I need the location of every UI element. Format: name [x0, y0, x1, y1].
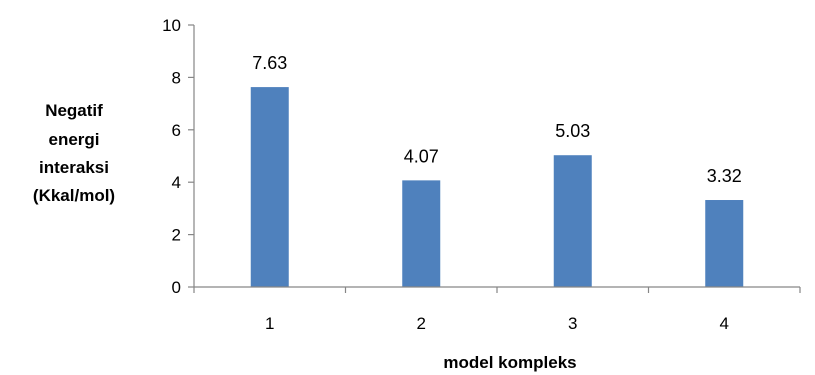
- y-axis-title-line-4: (Kkal/mol): [33, 186, 115, 205]
- data-label: 3.32: [707, 166, 742, 186]
- x-tick-label: 1: [265, 314, 274, 333]
- y-axis-title-line-1: Negatif: [45, 101, 103, 120]
- bar: [553, 155, 592, 287]
- y-axis-title-line-2: energi: [48, 130, 99, 149]
- y-tick-label: 10: [162, 16, 181, 35]
- data-label: 4.07: [404, 146, 439, 166]
- x-tick-label: 2: [417, 314, 426, 333]
- y-tick-label: 6: [172, 121, 181, 140]
- data-label: 5.03: [555, 121, 590, 141]
- bar: [250, 87, 289, 288]
- y-tick-label: 8: [172, 68, 181, 87]
- x-axis-title: model kompleks: [443, 353, 576, 372]
- y-axis-title-line-3: interaksi: [39, 158, 109, 177]
- y-tick-label: 0: [172, 278, 181, 297]
- y-axis: 0 2 4 6 8 10: [162, 16, 195, 297]
- bar: [402, 180, 441, 287]
- x-axis: 1 2 3 4: [193, 286, 801, 333]
- y-tick-label: 4: [172, 173, 181, 192]
- x-tick-label: 3: [568, 314, 577, 333]
- y-axis-title: Negatif energi interaksi (Kkal/mol): [33, 101, 115, 205]
- bars: 7.63 4.07 5.03 3.32: [250, 53, 744, 288]
- x-tick-label: 4: [720, 314, 729, 333]
- bar: [705, 200, 744, 287]
- data-label: 7.63: [252, 53, 287, 73]
- y-tick-label: 2: [172, 226, 181, 245]
